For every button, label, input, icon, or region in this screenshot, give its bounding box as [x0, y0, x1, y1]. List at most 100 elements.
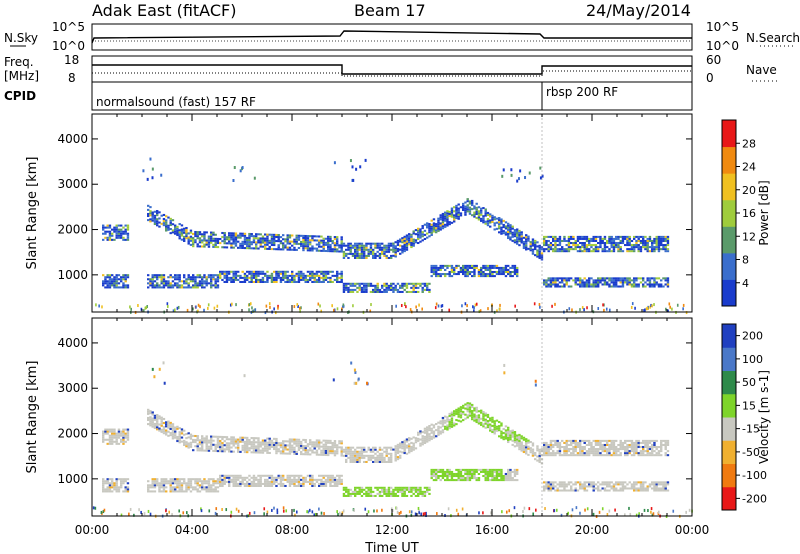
echo-cell — [365, 284, 368, 287]
echo-cell — [419, 282, 422, 285]
echo-cell — [518, 435, 521, 438]
echo-cell — [313, 443, 316, 446]
echo-cell — [147, 408, 150, 411]
echo-cell — [408, 449, 411, 452]
echo-cell — [273, 237, 276, 240]
echo-cell — [592, 448, 595, 451]
echo-cell — [603, 237, 607, 240]
echo-cell — [426, 436, 429, 439]
echo-cell — [115, 436, 118, 439]
echo-cell — [549, 279, 553, 282]
echo-cell — [194, 284, 197, 287]
echo-cell — [610, 244, 613, 247]
echo-cell — [504, 477, 508, 480]
echo-cell — [615, 246, 618, 249]
echo-cell — [417, 488, 420, 491]
echo-cell — [617, 489, 620, 492]
echo-cell — [309, 480, 312, 483]
echo-cell — [372, 456, 375, 459]
echo-cell — [462, 477, 465, 480]
echo-cell — [351, 460, 355, 463]
echo-cell — [189, 443, 193, 446]
echo-cell — [178, 223, 181, 226]
echo-cell — [383, 446, 386, 449]
echo-cell — [149, 284, 152, 287]
echo-cell — [372, 242, 375, 245]
echo-cell — [124, 432, 127, 435]
echo-cell — [189, 229, 193, 232]
echo-cell — [111, 238, 114, 241]
echo-cell — [466, 408, 469, 411]
echo-cell — [147, 274, 150, 277]
echo-cell — [394, 457, 397, 460]
echo-cell — [655, 235, 658, 238]
echo-cell — [482, 221, 485, 224]
echo-cell — [151, 276, 154, 279]
echo-cell — [583, 248, 586, 251]
echo-cell — [617, 246, 620, 249]
echo-cell — [246, 438, 249, 441]
echo-cell — [385, 288, 388, 291]
echo-cell — [300, 276, 303, 279]
echo-cell — [394, 494, 397, 497]
echo-cell — [210, 284, 213, 287]
echo-cell — [106, 286, 109, 289]
echo-cell — [230, 446, 233, 449]
echo-cell — [214, 443, 217, 446]
echo-cell — [637, 277, 640, 280]
echo-cell — [207, 274, 211, 277]
echo-cell — [417, 437, 420, 440]
echo-cell — [574, 481, 577, 484]
echo-cell — [232, 280, 235, 284]
echo-cell — [498, 231, 501, 234]
echo-cell — [178, 484, 181, 487]
echo-cell — [156, 278, 159, 281]
echo-cell — [570, 277, 573, 280]
echo-cell — [248, 478, 251, 481]
echo-cell — [387, 460, 391, 463]
echo-cell — [320, 241, 323, 244]
echo-cell — [644, 248, 647, 251]
echo-cell — [340, 482, 343, 485]
echo-cell — [385, 282, 388, 285]
echo-cell — [405, 444, 409, 447]
echo-cell — [466, 472, 469, 475]
echo-cell — [487, 307, 489, 311]
echo-cell — [547, 250, 550, 253]
echo-cell — [556, 489, 559, 492]
echo-cell — [426, 488, 429, 491]
echo-cell — [318, 235, 321, 238]
echo-cell — [567, 481, 571, 484]
echo-cell — [464, 403, 467, 406]
echo-cell — [142, 169, 145, 173]
echo-cell — [471, 474, 474, 478]
echo-cell — [408, 439, 411, 442]
echo-cell — [347, 248, 350, 251]
echo-cell — [471, 214, 474, 217]
echo-cell — [295, 236, 298, 239]
echo-cell — [610, 441, 613, 444]
echo-cell — [156, 478, 159, 481]
echo-cell — [198, 484, 202, 487]
echo-cell — [585, 481, 589, 484]
echo-cell — [329, 441, 332, 444]
echo-cell — [239, 480, 242, 483]
echo-cell — [185, 445, 188, 448]
echo-cell — [232, 444, 235, 447]
echo-cell — [183, 439, 186, 442]
echo-cell — [448, 273, 451, 276]
echo-cell — [446, 420, 449, 423]
echo-cell — [183, 239, 186, 242]
echo-cell — [549, 248, 553, 251]
echo-cell — [491, 428, 494, 432]
echo-cell — [338, 474, 341, 477]
echo-cell — [367, 254, 370, 257]
echo-cell — [232, 278, 235, 281]
echo-cell — [489, 423, 492, 426]
echo-cell — [448, 474, 451, 478]
echo-cell — [275, 484, 278, 488]
echo-cell — [545, 454, 548, 457]
echo-cell — [615, 483, 618, 486]
echo-cell — [534, 245, 537, 249]
echo-cell — [493, 477, 496, 480]
